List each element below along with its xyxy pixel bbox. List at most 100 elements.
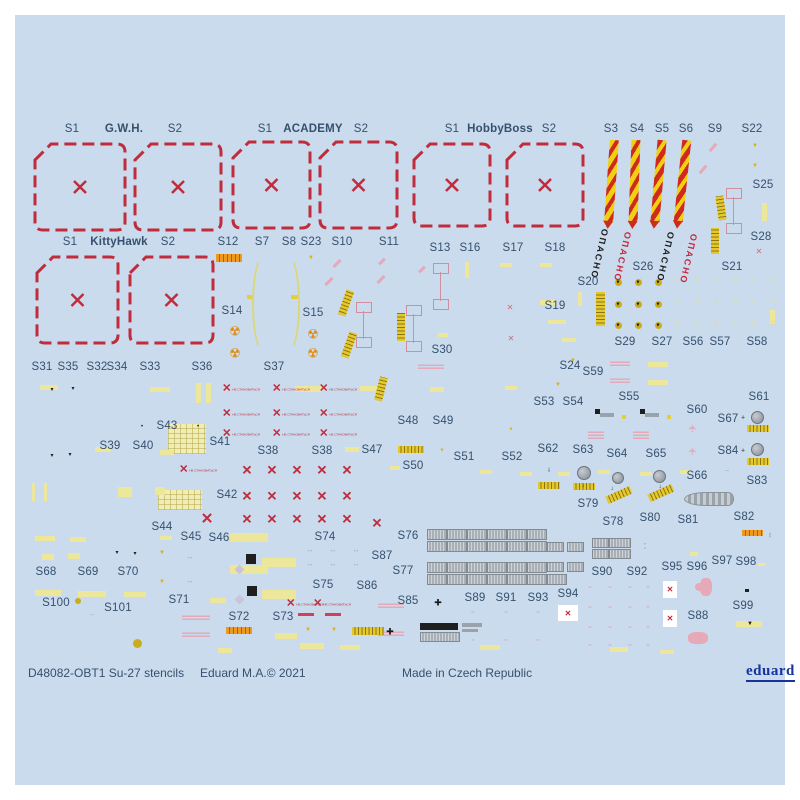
part-label: S56 bbox=[682, 336, 704, 348]
glyph-mark: ☢ bbox=[229, 345, 241, 361]
decal-blob bbox=[610, 647, 628, 652]
decal-blob bbox=[118, 487, 132, 497]
arc-mark bbox=[252, 256, 274, 352]
decal-blob bbox=[68, 553, 80, 559]
part-label: S63 bbox=[572, 444, 594, 456]
danger-stripe-tip bbox=[672, 220, 683, 230]
part-label: S75 bbox=[312, 579, 334, 591]
walkway-rect bbox=[527, 541, 547, 552]
x-glyph: ✕ bbox=[319, 407, 329, 420]
glyph-mark: ··· bbox=[187, 555, 193, 562]
no-step-text: НЕ СТАНОВИТЬСЯ bbox=[282, 387, 310, 391]
part-label: S73 bbox=[272, 611, 294, 623]
glyph-mark: ✕ bbox=[755, 247, 763, 256]
part-label: S70 bbox=[117, 566, 139, 578]
decal-blob bbox=[247, 295, 254, 299]
part-label: S68 bbox=[35, 566, 57, 578]
no-step-x: ✕ НЕ СТАНОВИТЬСЯ bbox=[313, 597, 351, 610]
copyright-text: Eduard M.A.© 2021 bbox=[200, 666, 306, 680]
glyph-mark: ≈ bbox=[646, 643, 650, 649]
hatched-bar-orange bbox=[216, 254, 242, 262]
stencil-square bbox=[231, 140, 312, 230]
decal-blob bbox=[635, 322, 642, 329]
red-x: ✕ bbox=[371, 515, 383, 531]
red-x: ✕ bbox=[316, 488, 328, 504]
white-decal-box: ✕ bbox=[558, 605, 578, 621]
walkway-rect bbox=[447, 562, 467, 573]
x-glyph: ✕ bbox=[313, 597, 323, 610]
part-label: S2 bbox=[353, 123, 369, 135]
brand-label: HobbyBoss bbox=[467, 123, 533, 135]
decal-blob bbox=[206, 383, 211, 403]
part-label: S46 bbox=[208, 532, 230, 544]
decal-blob bbox=[633, 430, 649, 439]
brand-label: ACADEMY bbox=[283, 123, 343, 135]
glyph-mark: ↓ bbox=[581, 483, 585, 489]
hatched-bar-orange bbox=[226, 627, 252, 634]
red-x: ✕ bbox=[341, 511, 353, 527]
decal-blob bbox=[182, 632, 210, 637]
dumbbell-part bbox=[733, 197, 735, 225]
walkway-rect bbox=[592, 549, 609, 559]
x-glyph: ✕ bbox=[222, 407, 232, 420]
decal-blob bbox=[75, 598, 81, 604]
dumbbell-part bbox=[406, 341, 422, 352]
brand-label: KittyHawk bbox=[90, 236, 148, 248]
dumbbell-mark bbox=[726, 188, 742, 234]
red-x: ✕ bbox=[316, 511, 328, 527]
no-step-text: НЕ СТАНОВИТЬСЯ bbox=[329, 412, 357, 416]
decal-blob bbox=[32, 483, 35, 501]
decal-blob bbox=[390, 466, 400, 470]
part-label: S65 bbox=[645, 448, 667, 460]
decal-blob bbox=[438, 333, 448, 337]
stencil-square bbox=[318, 140, 399, 230]
red-x: ✕ bbox=[241, 462, 253, 478]
part-label: S32 bbox=[86, 361, 108, 373]
decal-blob bbox=[462, 623, 482, 627]
glyph-mark: ≈ bbox=[536, 610, 540, 616]
glyph-mark: ·· bbox=[725, 468, 729, 474]
stencil-square bbox=[412, 142, 492, 228]
glyph-mark: ≈ bbox=[628, 625, 632, 631]
dumbbell-part bbox=[726, 223, 742, 234]
decal-blob bbox=[78, 591, 106, 597]
decal-blob bbox=[230, 533, 268, 542]
part-label: S82 bbox=[733, 511, 755, 523]
glyph-mark: ▾ bbox=[115, 550, 119, 556]
part-label: S37 bbox=[263, 361, 285, 373]
no-step-x: ✕ НЕ СТАНОВИТЬСЯ bbox=[272, 407, 310, 420]
part-label: S34 bbox=[106, 361, 128, 373]
x-glyph: ✕ bbox=[319, 427, 329, 440]
glyph-mark: ··· bbox=[353, 562, 359, 569]
decal-blob bbox=[150, 387, 170, 392]
decal-blob bbox=[418, 364, 444, 369]
part-label: S59 bbox=[582, 366, 604, 378]
made-in-text: Made in Czech Republic bbox=[402, 666, 533, 680]
red-x: ✕ bbox=[266, 462, 278, 478]
glyph-mark: ≈ bbox=[536, 638, 540, 644]
danger-stripe-tip bbox=[627, 220, 638, 230]
walkway-rect bbox=[507, 541, 527, 552]
wheel-circle bbox=[577, 466, 591, 480]
grid-paper-decal bbox=[168, 424, 206, 454]
x-glyph: ✕ bbox=[272, 407, 282, 420]
hatched-bar-yellow bbox=[596, 292, 605, 326]
decal-blob bbox=[598, 470, 610, 474]
glyph-mark: • bbox=[196, 424, 200, 430]
glyph-mark: ≈ bbox=[588, 625, 592, 631]
walkway-rect bbox=[447, 574, 467, 585]
decal-blob bbox=[480, 470, 492, 474]
glyph-mark: ≈ bbox=[588, 605, 592, 611]
decal-blob bbox=[295, 386, 321, 392]
decal-blob bbox=[182, 615, 210, 620]
glyph-mark: c bbox=[752, 318, 756, 327]
part-label: S13 bbox=[429, 242, 451, 254]
part-label: S55 bbox=[618, 391, 640, 403]
stencil-square bbox=[505, 142, 585, 228]
glyph-mark: ✚ bbox=[386, 626, 394, 637]
part-label: S41 bbox=[209, 436, 231, 448]
decal-blob bbox=[210, 598, 226, 603]
glyph-mark: + bbox=[740, 414, 746, 422]
walkway-rect bbox=[527, 574, 547, 585]
